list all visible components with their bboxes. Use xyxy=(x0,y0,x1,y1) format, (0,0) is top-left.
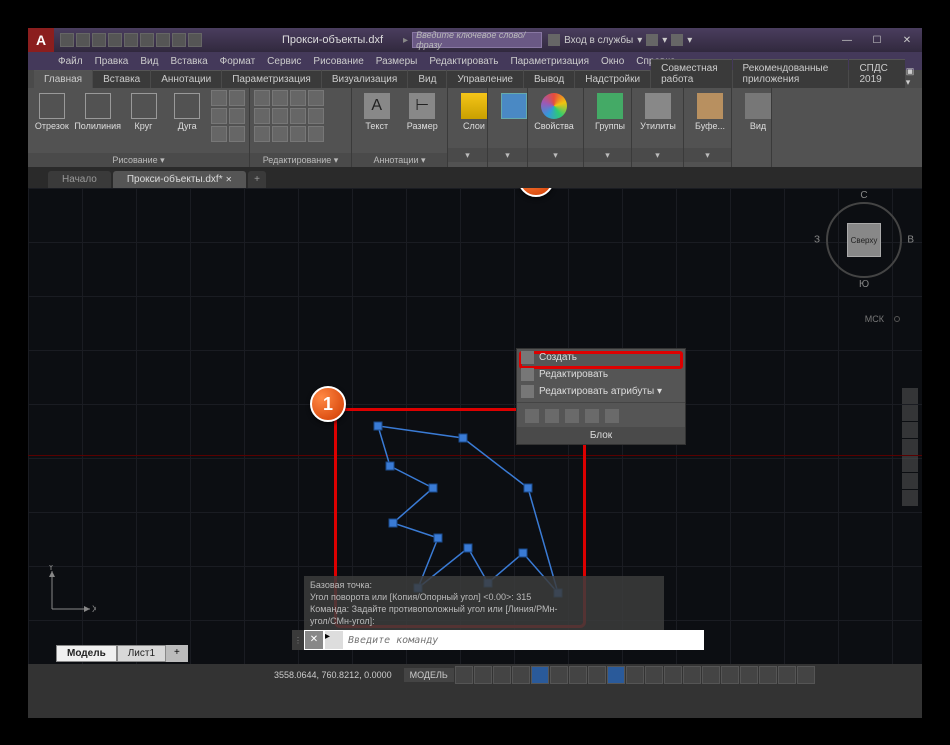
draw-Круг[interactable]: Круг xyxy=(124,90,164,148)
panel-edit-title[interactable]: Редактирование ▾ xyxy=(250,153,351,167)
edit-attr-icon xyxy=(521,385,534,398)
ribbon-tab[interactable]: Совместная работа xyxy=(651,59,731,88)
menu-item[interactable]: Формат xyxy=(220,56,256,67)
status-model[interactable]: МОДЕЛЬ xyxy=(404,668,454,682)
minimize-button[interactable]: — xyxy=(832,28,862,52)
mck-label: МСК xyxy=(865,314,884,324)
panel-annot-title[interactable]: Аннотации ▾ xyxy=(352,153,447,167)
menu-item[interactable]: Размеры xyxy=(376,56,418,67)
menu-item[interactable]: Рисование xyxy=(313,56,363,67)
menu-item[interactable]: Редактировать xyxy=(429,56,498,67)
clipboard-button[interactable]: Буфе... xyxy=(688,90,732,148)
cmd-close-icon[interactable]: ✕ xyxy=(305,631,323,649)
command-handle[interactable]: ⋮ xyxy=(292,630,304,650)
ribbon: ОтрезокПолилинияКругДуга Рисование ▾ Ред… xyxy=(28,88,922,168)
tab-model[interactable]: Модель xyxy=(56,645,117,662)
tab-current[interactable]: Прокси-объекты.dxf* ✕ xyxy=(113,171,246,188)
ribbon-tabs[interactable]: ГлавнаяВставкаАннотацииПараметризацияВиз… xyxy=(28,70,922,88)
user-icon xyxy=(548,34,560,46)
ribbon-collapse-icon[interactable]: ▣ ▾ xyxy=(906,66,922,88)
quick-access-toolbar[interactable] xyxy=(54,33,202,47)
annot-Текст[interactable]: AТекст xyxy=(356,90,398,148)
dropdown-footer: Блок xyxy=(517,427,685,444)
command-line[interactable]: ✕ ▸ xyxy=(304,630,704,650)
menu-item[interactable]: Окно xyxy=(601,56,624,67)
maximize-button[interactable]: ☐ xyxy=(862,28,892,52)
tab-sheet1[interactable]: Лист1 xyxy=(117,645,166,662)
utilities-button[interactable]: Утилиты xyxy=(636,90,680,148)
login-link[interactable]: Вход в службы xyxy=(564,35,633,46)
cart-icon[interactable] xyxy=(646,34,658,46)
layout-tabs[interactable]: Модель Лист1 + xyxy=(56,645,188,662)
ribbon-tab[interactable]: Главная xyxy=(34,70,92,88)
tab-add[interactable]: + xyxy=(248,171,266,188)
block-dropdown: Создать Редактировать Редактировать атри… xyxy=(516,348,686,445)
viewcube[interactable]: Сверху С В Ю З xyxy=(826,202,902,278)
tab-add-layout[interactable]: + xyxy=(166,645,188,662)
annot-Размер[interactable]: ⊢Размер xyxy=(402,90,444,148)
app-logo[interactable]: A xyxy=(28,28,54,52)
groups-button[interactable]: Группы xyxy=(588,90,632,148)
ribbon-tab[interactable]: Рекомендованные приложения xyxy=(733,59,849,88)
coordinates: 3558.0644, 760.8212, 0.0000 xyxy=(274,670,392,680)
ribbon-tab[interactable]: Вид xyxy=(408,70,446,88)
drawing-canvas[interactable]: Вставка ▾ Создать Редактировать Редактир… xyxy=(28,188,922,664)
menu-item[interactable]: Файл xyxy=(58,56,83,67)
ribbon-tab[interactable]: Вывод xyxy=(524,70,574,88)
draw-Отрезок[interactable]: Отрезок xyxy=(32,90,72,148)
menu-item[interactable]: Параметризация xyxy=(510,56,589,67)
menu-edit[interactable]: Редактировать xyxy=(517,366,685,383)
titlebar: A Прокси-объекты.dxf ▸ Введите ключевое … xyxy=(28,28,922,52)
ribbon-tab[interactable]: Параметризация xyxy=(222,70,321,88)
draw-Полилиния[interactable]: Полилиния xyxy=(76,90,120,148)
create-icon xyxy=(521,351,534,364)
svg-text:Y: Y xyxy=(48,565,54,572)
callout-2: 2 xyxy=(518,188,554,197)
ribbon-tab[interactable]: Визуализация xyxy=(322,70,407,88)
draw-Дуга[interactable]: Дуга xyxy=(167,90,207,148)
menu-item[interactable]: Правка xyxy=(95,56,129,67)
close-button[interactable]: ✕ xyxy=(892,28,922,52)
panel-draw-title[interactable]: Рисование ▾ xyxy=(28,153,249,167)
command-history: Базовая точка:Угол поворота или [Копия/О… xyxy=(304,576,664,630)
document-tabs[interactable]: Начало Прокси-объекты.dxf* ✕ + xyxy=(28,168,922,188)
ucs-icon: X Y xyxy=(46,565,96,620)
menu-edit-attr[interactable]: Редактировать атрибуты ▾ xyxy=(517,383,685,400)
statusbar: 3558.0644, 760.8212, 0.0000 МОДЕЛЬ xyxy=(28,664,922,686)
ribbon-tab[interactable]: Управление xyxy=(447,70,523,88)
help-icon[interactable] xyxy=(671,34,683,46)
view-button[interactable]: Вид xyxy=(736,90,780,148)
document-title: Прокси-объекты.dxf xyxy=(282,34,383,46)
nav-toolstrip[interactable] xyxy=(902,388,918,506)
search-input[interactable]: Введите ключевое слово/фразу xyxy=(412,32,542,48)
menu-create[interactable]: Создать xyxy=(517,349,685,366)
svg-text:X: X xyxy=(92,604,96,614)
menu-item[interactable]: Вид xyxy=(140,56,158,67)
callout-1: 1 xyxy=(310,386,346,422)
cmd-menu-icon[interactable]: ▸ xyxy=(325,631,343,649)
menu-item[interactable]: Сервис xyxy=(267,56,301,67)
tab-start[interactable]: Начало xyxy=(48,171,111,188)
edit-icon xyxy=(521,368,534,381)
command-input[interactable] xyxy=(344,635,704,646)
menu-item[interactable]: Вставка xyxy=(170,56,207,67)
ribbon-tab[interactable]: Надстройки xyxy=(575,70,650,88)
ribbon-tab[interactable]: Вставка xyxy=(93,70,150,88)
ribbon-tab[interactable]: СПДС 2019 xyxy=(849,59,904,88)
properties-button[interactable]: Свойства xyxy=(532,90,576,148)
ribbon-tab[interactable]: Аннотации xyxy=(151,70,221,88)
